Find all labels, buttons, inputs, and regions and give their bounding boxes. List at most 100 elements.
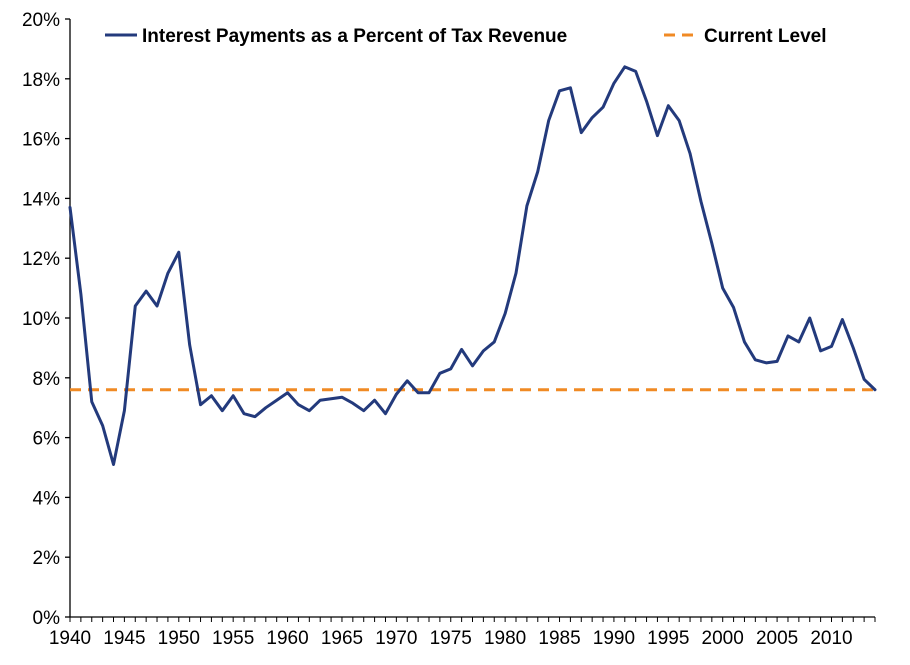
data-point bbox=[678, 119, 681, 122]
data-point bbox=[319, 399, 322, 402]
y-tick-label: 0% bbox=[33, 608, 61, 629]
data-point bbox=[504, 312, 507, 315]
y-tick-label: 12% bbox=[22, 249, 60, 270]
data-point bbox=[699, 200, 702, 203]
data-point bbox=[297, 403, 300, 406]
data-point bbox=[427, 391, 430, 394]
legend-label-interest-payments: Interest Payments as a Percent of Tax Re… bbox=[142, 26, 567, 47]
data-point bbox=[743, 340, 746, 343]
x-tick-label: 1975 bbox=[430, 628, 472, 649]
data-point bbox=[471, 364, 474, 367]
data-point bbox=[580, 131, 583, 134]
data-point bbox=[874, 388, 877, 391]
data-point bbox=[645, 100, 648, 103]
data-point bbox=[417, 391, 420, 394]
data-point bbox=[797, 340, 800, 343]
y-tick-label: 14% bbox=[22, 189, 60, 210]
data-point bbox=[210, 394, 213, 397]
x-tick-label: 1995 bbox=[647, 628, 689, 649]
x-tick-label: 1990 bbox=[593, 628, 635, 649]
x-tick-label: 1940 bbox=[49, 628, 91, 649]
data-point bbox=[384, 412, 387, 415]
data-point bbox=[286, 391, 289, 394]
data-point bbox=[732, 306, 735, 309]
data-point bbox=[123, 409, 126, 412]
data-point bbox=[69, 206, 72, 209]
data-point bbox=[460, 348, 463, 351]
data-point bbox=[830, 345, 833, 348]
x-tick-label: 1955 bbox=[212, 628, 254, 649]
y-tick-label: 20% bbox=[22, 10, 60, 31]
data-point bbox=[134, 305, 137, 308]
data-point bbox=[395, 393, 398, 396]
data-point bbox=[166, 272, 169, 275]
data-point bbox=[101, 424, 104, 427]
data-point bbox=[188, 343, 191, 346]
data-point bbox=[667, 104, 670, 107]
data-point bbox=[602, 106, 605, 109]
data-point bbox=[776, 360, 779, 363]
data-point bbox=[863, 378, 866, 381]
data-point bbox=[819, 349, 822, 352]
data-point bbox=[199, 403, 202, 406]
data-point bbox=[558, 89, 561, 92]
data-point bbox=[493, 340, 496, 343]
x-tick-label: 1965 bbox=[321, 628, 363, 649]
data-point bbox=[351, 402, 354, 405]
x-tick-label: 1985 bbox=[538, 628, 580, 649]
series-layer bbox=[68, 65, 877, 467]
x-tick-label: 1960 bbox=[266, 628, 308, 649]
data-point bbox=[786, 334, 789, 337]
data-point bbox=[221, 409, 224, 412]
data-point bbox=[612, 82, 615, 85]
data-point bbox=[156, 305, 159, 308]
data-point bbox=[438, 372, 441, 375]
data-point bbox=[765, 361, 768, 364]
x-tick-label: 1970 bbox=[375, 628, 417, 649]
x-tick-label: 2010 bbox=[810, 628, 852, 649]
data-point bbox=[841, 318, 844, 321]
data-point bbox=[79, 293, 82, 296]
data-point bbox=[308, 409, 311, 412]
data-point bbox=[362, 409, 365, 412]
data-point bbox=[569, 86, 572, 89]
y-tick-label: 2% bbox=[33, 548, 61, 569]
data-point bbox=[710, 242, 713, 245]
y-tick-label: 6% bbox=[33, 429, 61, 450]
data-point bbox=[808, 317, 811, 320]
y-tick-label: 16% bbox=[22, 130, 60, 151]
data-point bbox=[634, 70, 637, 73]
data-point bbox=[689, 152, 692, 155]
x-tick-label: 1945 bbox=[103, 628, 145, 649]
legend-label-current-level: Current Level bbox=[704, 26, 826, 47]
data-point bbox=[264, 406, 267, 409]
series-line-interest-payments bbox=[68, 65, 877, 467]
data-point bbox=[340, 396, 343, 399]
data-point bbox=[373, 399, 376, 402]
x-tick-label: 2000 bbox=[702, 628, 744, 649]
x-tick-label: 1950 bbox=[158, 628, 200, 649]
y-tick-label: 4% bbox=[33, 488, 61, 509]
data-point bbox=[536, 170, 539, 173]
data-point bbox=[515, 272, 518, 275]
data-point bbox=[253, 415, 256, 418]
data-point bbox=[275, 399, 278, 402]
data-point bbox=[852, 346, 855, 349]
x-tick-label: 2005 bbox=[756, 628, 798, 649]
data-point bbox=[145, 290, 148, 293]
data-point bbox=[525, 204, 528, 207]
data-point bbox=[406, 379, 409, 382]
data-point bbox=[112, 463, 115, 466]
data-point bbox=[232, 394, 235, 397]
data-point bbox=[721, 287, 724, 290]
y-tick-label: 18% bbox=[22, 70, 60, 91]
y-tick-label: 8% bbox=[33, 369, 61, 390]
data-point bbox=[482, 349, 485, 352]
data-point bbox=[449, 367, 452, 370]
data-point bbox=[591, 116, 594, 119]
data-point bbox=[90, 400, 93, 403]
y-tick-label: 10% bbox=[22, 309, 60, 330]
data-point bbox=[243, 412, 246, 415]
